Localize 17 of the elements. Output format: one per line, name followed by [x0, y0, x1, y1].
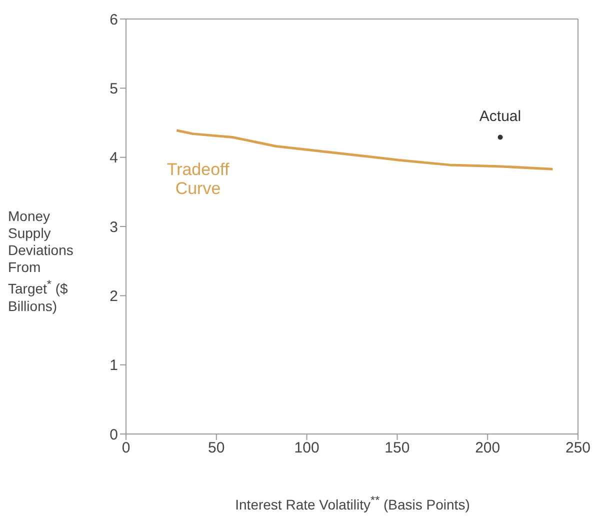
x-tick-label: 200	[475, 440, 500, 457]
x-tick-label: 0	[122, 440, 130, 457]
x-tick-label: 250	[565, 440, 591, 457]
y-tick-label: 6	[110, 11, 118, 28]
y-axis-title: Money Supply Deviations From Target$^{*}$ ($ Billions)	[8, 208, 74, 315]
y-tick-label: 3	[110, 218, 118, 236]
series-label: Tradeoff Curve	[166, 160, 230, 198]
series-label: Actual	[479, 108, 522, 125]
x-tick-label: 100	[294, 440, 320, 457]
y-tick-label: 4	[110, 150, 118, 167]
y-tick-label: 2	[110, 288, 118, 305]
x-tick-label: 150	[384, 440, 410, 457]
x-axis-title: Interest Rate Volatility$^{**}$ (Basis Points)	[234, 494, 471, 513]
y-tick-label: 1	[110, 357, 118, 374]
y-tick-label: 5	[110, 80, 118, 98]
y-tick-label: 0	[110, 426, 118, 444]
x-tick-label: 50	[208, 440, 225, 457]
